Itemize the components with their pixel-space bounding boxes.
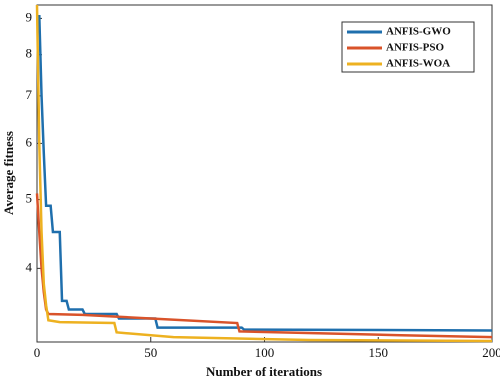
y-tick-label: 8 — [26, 46, 33, 61]
x-tick-label: 0 — [34, 345, 41, 360]
legend-label: ANFIS-GWO — [386, 26, 451, 38]
y-tick-label: 4 — [26, 259, 33, 274]
line-series — [38, 14, 493, 332]
legend-label: ANFIS-WOA — [386, 58, 450, 70]
line-series — [35, 4, 493, 343]
y-tick-label: 9 — [26, 9, 33, 24]
legend-label: ANFIS-PSO — [386, 42, 445, 54]
x-tick-label: 50 — [144, 345, 157, 360]
y-tick-label: 7 — [26, 87, 33, 102]
x-tick-label: 100 — [255, 345, 275, 360]
y-tick-label: 5 — [26, 191, 33, 206]
x-axis-label: Number of iterations — [206, 364, 322, 379]
x-tick-label: 200 — [482, 345, 500, 360]
line-series — [35, 193, 493, 339]
y-tick-label: 6 — [26, 134, 33, 149]
x-tick-label: 150 — [369, 345, 389, 360]
y-axis-label: Average fitness — [1, 131, 16, 215]
